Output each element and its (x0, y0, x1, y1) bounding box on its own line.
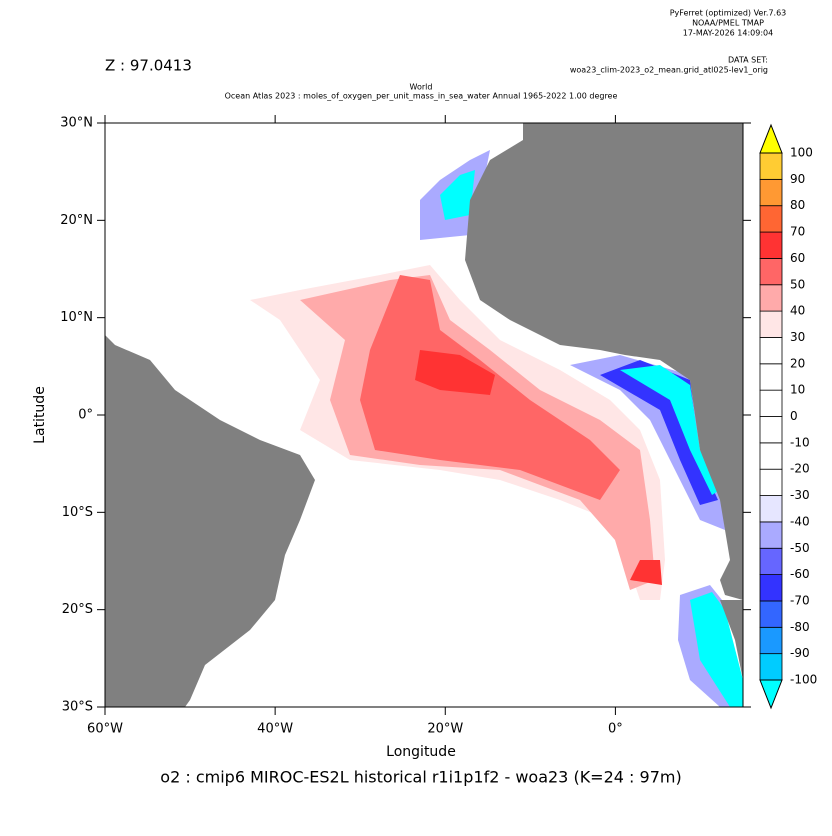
colorbar-label: -100 (790, 673, 817, 687)
colorbar-swatch (759, 574, 783, 602)
y-tick-label: 30°N (60, 116, 93, 131)
colorbar-swatch (759, 231, 783, 259)
colorbar-swatch (759, 653, 783, 681)
y-tick-label: 10°N (60, 310, 93, 325)
field (105, 123, 743, 707)
colorbar-label: 30 (790, 330, 805, 344)
colorbar-label: -80 (790, 620, 810, 634)
colorbar-swatch (759, 495, 783, 523)
colorbar-label: 70 (790, 225, 805, 239)
software: PyFerret (optimized) Ver.7.63 (670, 9, 787, 18)
colorbar-label: -40 (790, 514, 810, 528)
south-america (105, 335, 315, 707)
colorbar-swatch (759, 626, 783, 655)
colorbar-label: 80 (790, 198, 805, 212)
colorbar-label: 60 (790, 251, 805, 265)
colorbar-label: 20 (790, 356, 805, 370)
y-tick-label: 0° (78, 408, 93, 423)
colorbar-label: 0 (790, 409, 798, 423)
title: World (410, 83, 433, 92)
colorbar-label: -90 (790, 646, 810, 660)
colorbar-label: -20 (790, 462, 810, 476)
colorbar-label: -10 (790, 435, 810, 449)
dataset-label: DATA SET: (728, 56, 768, 65)
lab: NOAA/PMEL TMAP (692, 19, 764, 28)
x-tick-label: 60°W (87, 722, 123, 737)
colorbar-swatch (759, 389, 783, 417)
colorbar-label: 50 (790, 277, 805, 291)
colorbar-swatch (759, 416, 783, 444)
colorbar-label: -50 (790, 541, 810, 555)
footer: o2 : cmip6 MIROC-ES2L historical r1i1p1f… (160, 768, 681, 787)
z-level: Z : 97.0413 (105, 57, 192, 75)
colorbar-swatch (759, 521, 783, 549)
y-axis-label: Latitude (32, 386, 48, 444)
north-cyan (440, 170, 475, 220)
x-tick-label: 40°W (257, 722, 293, 737)
colorbar-label: 40 (790, 304, 805, 318)
red-spot (630, 560, 662, 585)
y-tick-label: 10°S (62, 505, 93, 520)
colorbar-swatch (759, 363, 783, 391)
colorbar-under (759, 679, 783, 710)
colorbar-swatch (759, 284, 783, 312)
x-tick-label: 0° (608, 722, 623, 737)
colorbar-swatch (759, 310, 783, 338)
colorbar-label: -70 (790, 593, 810, 607)
colorbar-swatch (759, 152, 783, 180)
colorbar-swatch (759, 337, 783, 365)
colorbar-swatch (759, 178, 783, 207)
colorbar-label: 90 (790, 172, 805, 186)
africa (465, 123, 743, 600)
colorbar-swatch (759, 468, 783, 496)
y-tick-label: 20°S (62, 602, 93, 617)
colorbar-swatch (759, 257, 783, 286)
y-tick-label: 20°N (60, 213, 93, 228)
subtitle: Ocean Atlas 2023 : moles_of_oxygen_per_u… (225, 92, 618, 101)
dataset: woa23_clim-2023_o2_mean.grid_atl025-lev1… (570, 66, 768, 75)
colorbar-swatch (759, 547, 783, 576)
x-axis-label: Longitude (386, 744, 456, 760)
colorbar-swatch (759, 442, 783, 470)
colorbar-swatch (759, 600, 783, 628)
x-tick-label: 20°W (427, 722, 463, 737)
south-cyan (690, 592, 743, 707)
colorbar-label: -60 (790, 567, 810, 581)
colorbar-label: 10 (790, 383, 805, 397)
date: 17-MAY-2026 14:09:04 (683, 29, 773, 38)
colorbar-label: 100 (790, 146, 813, 160)
colorbar-label: -30 (790, 488, 810, 502)
colorbar-swatch (759, 205, 783, 233)
red-core (415, 350, 495, 395)
south-africa (720, 600, 743, 680)
east-cyan (620, 365, 720, 495)
y-tick-label: 30°S (62, 700, 93, 715)
colorbar-over (759, 123, 783, 154)
